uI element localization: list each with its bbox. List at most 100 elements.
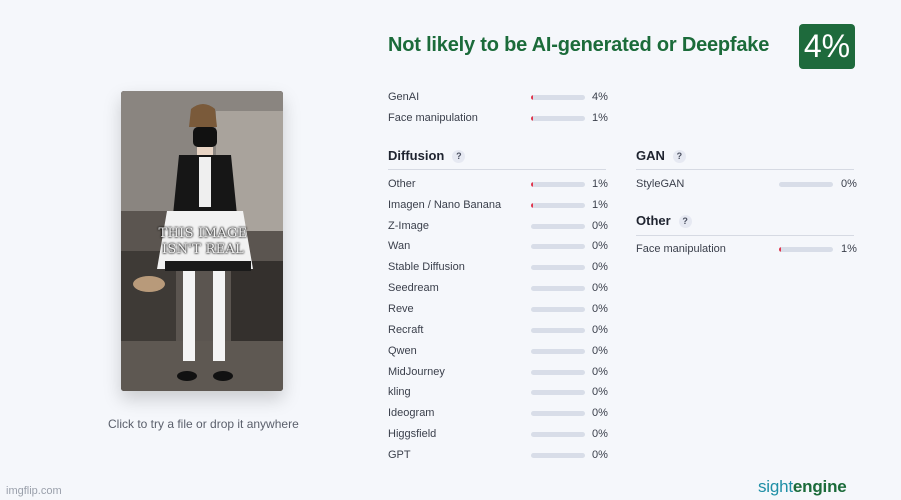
sightengine-logo[interactable]: sightengine bbox=[758, 477, 847, 497]
row-value: 1% bbox=[841, 243, 857, 255]
help-icon[interactable]: ? bbox=[678, 215, 692, 228]
diffusion-row: Imagen / Nano Banana 1% bbox=[388, 199, 608, 213]
score-bar-fill bbox=[779, 247, 781, 252]
row-label: Wan bbox=[388, 240, 411, 252]
row-value: 0% bbox=[592, 345, 608, 357]
gan-heading: GAN? bbox=[636, 148, 686, 163]
photo-illustration bbox=[121, 91, 283, 391]
row-label: Face manipulation bbox=[636, 243, 726, 255]
row-value: 0% bbox=[592, 428, 608, 440]
row-value: 0% bbox=[592, 366, 608, 378]
score-bar-fill bbox=[531, 95, 534, 100]
row-value: 4% bbox=[592, 91, 608, 103]
imgflip-watermark: imgflip.com bbox=[6, 485, 62, 497]
diffusion-row: Reve 0% bbox=[388, 303, 608, 317]
diffusion-row: Stable Diffusion 0% bbox=[388, 261, 608, 275]
row-label: Imagen / Nano Banana bbox=[388, 199, 502, 211]
row-label: Recraft bbox=[388, 324, 424, 336]
brand-part1: sight bbox=[758, 477, 793, 496]
divider bbox=[636, 169, 854, 170]
diffusion-row: Higgsfield 0% bbox=[388, 428, 608, 442]
row-label: Face manipulation bbox=[388, 112, 478, 124]
row-value: 0% bbox=[592, 303, 608, 315]
row-label: GPT bbox=[388, 449, 411, 461]
score-bar bbox=[779, 247, 833, 252]
verdict-title: Not likely to be AI-generated or Deepfak… bbox=[388, 34, 770, 56]
diffusion-row: Qwen 0% bbox=[388, 345, 608, 359]
divider bbox=[388, 169, 606, 170]
row-label: Seedream bbox=[388, 282, 439, 294]
score-bar bbox=[531, 307, 585, 312]
row-label: MidJourney bbox=[388, 366, 445, 378]
row-value: 1% bbox=[592, 178, 608, 190]
diffusion-row: kling 0% bbox=[388, 386, 608, 400]
row-label: Higgsfield bbox=[388, 428, 437, 440]
other-heading: Other? bbox=[636, 213, 692, 228]
image-caption-line2: ISN'T REAL bbox=[161, 242, 245, 257]
score-bar bbox=[531, 370, 585, 375]
score-bar bbox=[531, 265, 585, 270]
drop-hint[interactable]: Click to try a file or drop it anywhere bbox=[108, 417, 299, 431]
score-bar bbox=[531, 203, 585, 208]
gan-row: StyleGAN 0% bbox=[636, 178, 858, 192]
divider bbox=[636, 235, 854, 236]
score-bar bbox=[531, 390, 585, 395]
diffusion-row: MidJourney 0% bbox=[388, 366, 608, 380]
row-value: 1% bbox=[592, 112, 608, 124]
row-label: Reve bbox=[388, 303, 414, 315]
score-bar bbox=[531, 286, 585, 291]
other-title: Other bbox=[636, 213, 671, 228]
row-value: 0% bbox=[592, 240, 608, 252]
gan-title: GAN bbox=[636, 148, 665, 163]
diffusion-row: Recraft 0% bbox=[388, 324, 608, 338]
score-bar bbox=[531, 349, 585, 354]
image-caption: THIS IMAGE ISN'T REAL bbox=[128, 226, 278, 258]
row-value: 1% bbox=[592, 199, 608, 211]
row-label: Stable Diffusion bbox=[388, 261, 465, 273]
score-bar bbox=[531, 116, 585, 121]
score-bar bbox=[531, 328, 585, 333]
uploaded-image-preview[interactable]: THIS IMAGE ISN'T REAL bbox=[121, 91, 283, 391]
row-value: 0% bbox=[592, 386, 608, 398]
row-label: Qwen bbox=[388, 345, 417, 357]
help-icon[interactable]: ? bbox=[672, 150, 686, 163]
score-bar bbox=[531, 453, 585, 458]
score-bar-fill bbox=[531, 182, 533, 187]
row-label: kling bbox=[388, 386, 411, 398]
diffusion-row: Z-Image 0% bbox=[388, 220, 608, 234]
score-badge: 4% bbox=[799, 24, 855, 69]
diffusion-row: Wan 0% bbox=[388, 240, 608, 254]
score-bar bbox=[531, 411, 585, 416]
diffusion-row: Ideogram 0% bbox=[388, 407, 608, 421]
row-value: 0% bbox=[592, 261, 608, 273]
image-caption-line1: THIS IMAGE bbox=[158, 226, 248, 241]
score-bar bbox=[779, 182, 833, 187]
diffusion-row: GPT 0% bbox=[388, 449, 608, 463]
score-bar bbox=[531, 224, 585, 229]
brand-part2: engine bbox=[792, 477, 847, 496]
summary-row-face-manipulation: Face manipulation 1% bbox=[388, 112, 608, 126]
diffusion-title: Diffusion bbox=[388, 148, 445, 163]
score-bar bbox=[531, 182, 585, 187]
score-bar-fill bbox=[531, 116, 533, 121]
row-value: 0% bbox=[841, 178, 857, 190]
other-row: Face manipulation 1% bbox=[636, 243, 858, 257]
help-icon[interactable]: ? bbox=[452, 150, 466, 163]
row-label: StyleGAN bbox=[636, 178, 685, 190]
row-label: GenAI bbox=[388, 91, 420, 103]
row-value: 0% bbox=[592, 449, 608, 461]
score-bar-fill bbox=[531, 203, 533, 208]
row-label: Z-Image bbox=[388, 220, 429, 232]
diffusion-row: Seedream 0% bbox=[388, 282, 608, 296]
score-bar bbox=[531, 432, 585, 437]
row-value: 0% bbox=[592, 324, 608, 336]
row-value: 0% bbox=[592, 220, 608, 232]
summary-row-genai: GenAI 4% bbox=[388, 91, 608, 105]
diffusion-heading: Diffusion? bbox=[388, 148, 466, 163]
score-bar bbox=[531, 95, 585, 100]
row-value: 0% bbox=[592, 282, 608, 294]
row-value: 0% bbox=[592, 407, 608, 419]
score-bar bbox=[531, 244, 585, 249]
diffusion-row: Other 1% bbox=[388, 178, 608, 192]
row-label: Other bbox=[388, 178, 416, 190]
